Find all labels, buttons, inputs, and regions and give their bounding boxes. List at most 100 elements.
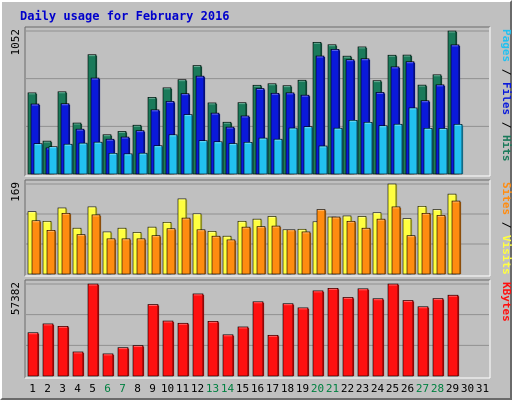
bar-sites bbox=[76, 234, 87, 275]
bar-kbytes bbox=[402, 300, 415, 377]
bar-sites bbox=[226, 239, 237, 275]
bar-kbytes bbox=[327, 288, 340, 377]
bar-kbytes bbox=[57, 325, 70, 377]
bar-kbytes bbox=[282, 303, 295, 377]
x-tick-label: 3 bbox=[59, 382, 66, 395]
bar-sites bbox=[46, 230, 57, 275]
bar-sites bbox=[346, 220, 357, 275]
bar-kbytes bbox=[192, 293, 205, 377]
series-label-part: / bbox=[500, 62, 512, 82]
bar-pages-face bbox=[273, 138, 283, 175]
bar-sites bbox=[196, 229, 207, 275]
x-tick-label: 24 bbox=[371, 382, 385, 395]
bar-sites-face bbox=[136, 238, 146, 275]
series-label-part: Visits bbox=[500, 235, 512, 275]
bar-kbytes-face bbox=[207, 321, 219, 377]
bar-sites-face bbox=[46, 230, 56, 275]
bar-sites bbox=[61, 212, 72, 275]
bar-pages bbox=[48, 146, 59, 175]
x-tick-label: 15 bbox=[236, 382, 249, 395]
x-tick-label: 30 bbox=[461, 382, 474, 395]
x-tick-label: 21 bbox=[326, 382, 339, 395]
bar-sites-face bbox=[211, 235, 221, 275]
bar-pages-face bbox=[333, 127, 343, 175]
bar-kbytes-face bbox=[27, 332, 39, 377]
bar-kbytes-face bbox=[222, 334, 234, 377]
bar-sites-face bbox=[196, 229, 206, 275]
bar-pages-face bbox=[183, 114, 193, 175]
bar-sites-face bbox=[361, 227, 371, 275]
bar-pages bbox=[243, 142, 254, 175]
bar-sites bbox=[166, 228, 177, 275]
bar-sites bbox=[436, 215, 447, 275]
bar-sites-face bbox=[151, 235, 161, 275]
bar-sites bbox=[271, 225, 282, 275]
bar-kbytes-face bbox=[102, 353, 114, 377]
bar-pages bbox=[408, 107, 419, 175]
bar-kbytes bbox=[357, 288, 370, 377]
bar-pages bbox=[108, 153, 119, 175]
bar-pages bbox=[153, 145, 164, 175]
bar-sites-face bbox=[331, 216, 341, 275]
bar-pages-face bbox=[33, 143, 43, 175]
bar-pages bbox=[78, 142, 89, 175]
bar-pages bbox=[198, 140, 209, 175]
x-tick-label: 29 bbox=[446, 382, 459, 395]
bar-pages bbox=[63, 143, 74, 175]
bar-kbytes bbox=[432, 298, 445, 377]
bar-pages-face bbox=[123, 153, 133, 175]
bar-pages bbox=[273, 138, 284, 175]
bar-sites-face bbox=[241, 226, 251, 275]
bar-pages bbox=[258, 137, 269, 175]
bar-kbytes bbox=[252, 301, 265, 377]
bar-sites-face bbox=[106, 238, 116, 275]
bar-pages-face bbox=[438, 128, 448, 175]
bar-sites bbox=[331, 216, 342, 275]
x-tick-label: 25 bbox=[386, 382, 399, 395]
bar-kbytes bbox=[372, 298, 385, 377]
ymax-label-top: 1052 bbox=[9, 29, 22, 56]
bar-pages-face bbox=[408, 107, 418, 175]
x-tick-label: 20 bbox=[311, 382, 324, 395]
bar-sites bbox=[106, 238, 117, 275]
bar-pages bbox=[168, 134, 179, 175]
series-label-part: Files bbox=[500, 82, 512, 115]
bar-pages-face bbox=[288, 127, 298, 175]
x-tick-label: 28 bbox=[431, 382, 444, 395]
bar-pages bbox=[348, 120, 359, 175]
bar-kbytes-face bbox=[327, 288, 339, 377]
x-tick-label: 11 bbox=[176, 382, 189, 395]
bar-sites bbox=[286, 229, 297, 275]
bar-pages-face bbox=[318, 145, 328, 175]
bar-pages-face bbox=[393, 123, 403, 175]
bar-kbytes-face bbox=[387, 283, 399, 377]
bar-sites-face bbox=[421, 212, 431, 275]
bar-pages-face bbox=[228, 143, 238, 175]
x-tick-label: 22 bbox=[341, 382, 354, 395]
bar-kbytes-face bbox=[42, 323, 54, 377]
bar-kbytes bbox=[387, 283, 400, 377]
x-tick-label: 6 bbox=[104, 382, 111, 395]
bar-kbytes-face bbox=[417, 306, 429, 377]
x-tick-label: 2 bbox=[44, 382, 51, 395]
bar-sites bbox=[451, 200, 462, 275]
bar-sites-face bbox=[226, 239, 236, 275]
bar-kbytes bbox=[312, 290, 325, 377]
bar-kbytes-face bbox=[402, 300, 414, 377]
bar-sites-face bbox=[166, 228, 176, 275]
bar-pages bbox=[363, 122, 374, 175]
x-tick-label: 9 bbox=[149, 382, 156, 395]
ymax-label-middle: 169 bbox=[9, 182, 22, 202]
bar-kbytes bbox=[237, 326, 250, 377]
bar-pages-face bbox=[303, 126, 313, 175]
bar-sites-face bbox=[451, 200, 461, 275]
bar-sites-face bbox=[316, 209, 326, 275]
bar-pages-face bbox=[93, 141, 103, 175]
chart-title: Daily usage for February 2016 bbox=[20, 9, 230, 23]
bar-sites bbox=[31, 220, 42, 275]
bar-sites bbox=[121, 238, 132, 275]
bar-pages bbox=[213, 141, 224, 175]
bar-kbytes-face bbox=[432, 298, 444, 377]
bar-kbytes-face bbox=[372, 298, 384, 377]
bar-kbytes-face bbox=[342, 297, 354, 377]
